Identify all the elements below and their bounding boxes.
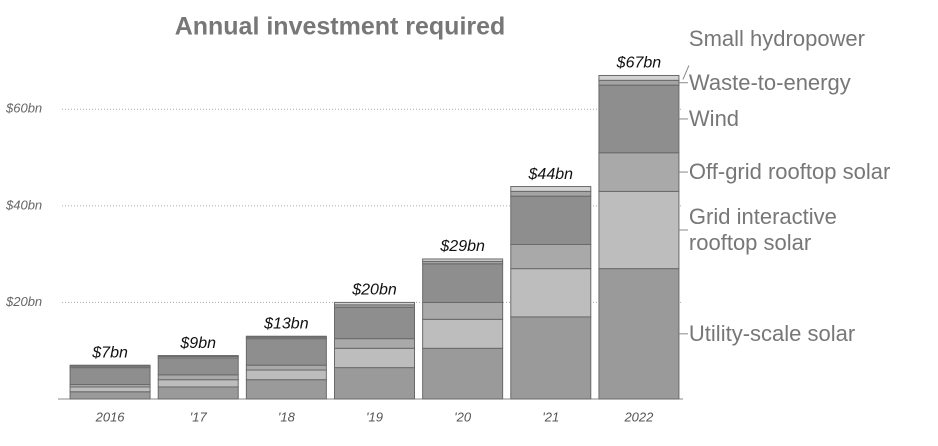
bar-segment xyxy=(157,379,239,388)
bar-segment xyxy=(69,386,151,393)
total-label: $7bn xyxy=(91,344,128,361)
total-label: $29bn xyxy=(439,238,485,255)
y-tick-label: $40bn xyxy=(5,197,42,212)
bar-segment xyxy=(157,357,239,376)
bar-segment xyxy=(510,195,592,245)
legend-label: Utility-scale solar xyxy=(688,320,856,346)
legend-label: Waste-to-energy xyxy=(688,69,851,95)
x-tick-label: '17 xyxy=(190,409,208,424)
chart-title: Annual investment required xyxy=(175,13,506,41)
legend-connector xyxy=(682,65,690,80)
x-tick-label: '20 xyxy=(454,409,472,424)
bar-segment xyxy=(598,190,680,270)
bar-segment xyxy=(598,79,680,86)
x-tick-label: '21 xyxy=(542,409,559,424)
bar-segment xyxy=(598,152,680,192)
total-label: $67bn xyxy=(616,55,662,72)
bar-segment xyxy=(510,190,592,197)
bar-segment xyxy=(510,243,592,270)
bar-segment xyxy=(157,386,239,400)
bar-segment xyxy=(157,374,239,381)
x-tick-label: 2022 xyxy=(623,409,654,424)
bar-segment xyxy=(245,379,327,400)
bar-segment xyxy=(598,84,680,154)
x-tick-label: 2016 xyxy=(95,409,126,424)
bar-segment xyxy=(422,258,504,262)
bar-segment xyxy=(334,338,415,349)
x-tick-label: '19 xyxy=(366,409,383,424)
bar-segment xyxy=(510,186,592,192)
y-tick-label: $60bn xyxy=(5,101,42,116)
bar-segment xyxy=(334,306,415,340)
bar-segment xyxy=(598,74,680,81)
bar-segment xyxy=(245,335,327,338)
bar-segment xyxy=(69,367,151,386)
bar-segment xyxy=(422,347,504,400)
bar-segment xyxy=(157,355,239,358)
legend-label: Small hydropower xyxy=(688,26,865,52)
bar-segment xyxy=(245,338,327,366)
bar-segment xyxy=(510,268,592,318)
bar-segment xyxy=(69,391,151,400)
bar-segment xyxy=(245,369,327,381)
legend-label: Grid interactive rooftop solar xyxy=(688,204,837,255)
x-tick-label: '18 xyxy=(278,409,296,424)
bar-segment xyxy=(510,316,592,400)
bar-segment xyxy=(245,364,327,371)
bar-segment xyxy=(69,364,151,367)
legend-label: Off-grid rooftop solar xyxy=(688,159,891,185)
bar-segment xyxy=(422,263,504,303)
bar-segment xyxy=(422,301,504,320)
total-label: $13bn xyxy=(263,315,309,332)
bar-segment xyxy=(334,301,415,306)
legend-label: Wind xyxy=(688,105,740,131)
bar-segment xyxy=(598,268,680,400)
bar-segment xyxy=(422,318,504,349)
total-label: $44bn xyxy=(528,166,574,183)
bar-segment xyxy=(334,347,415,369)
total-label: $20bn xyxy=(351,282,397,299)
y-tick-label: $20bn xyxy=(5,294,42,309)
bar-segment xyxy=(334,367,415,400)
total-label: $9bn xyxy=(179,335,216,352)
